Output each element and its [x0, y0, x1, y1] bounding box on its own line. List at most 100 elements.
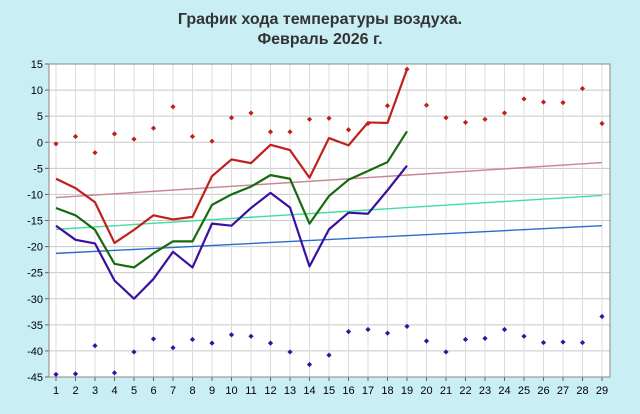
scatter-point	[384, 103, 391, 109]
series-line-1	[55, 130, 408, 269]
x-tick-label: 4	[111, 385, 117, 397]
scatter-point	[111, 370, 118, 376]
scatter-point	[53, 141, 59, 147]
scatter-point	[482, 116, 488, 122]
scatter-point	[209, 340, 215, 346]
scatter-point	[579, 339, 586, 346]
x-tick-label: 21	[440, 385, 452, 397]
x-tick-label: 19	[401, 385, 413, 397]
series-line-0	[55, 68, 409, 245]
scatter-point	[345, 127, 352, 133]
scatter-point	[345, 329, 352, 335]
x-tick-label: 20	[420, 385, 432, 397]
y-tick-label: -5	[33, 163, 43, 175]
x-tick-label: 26	[537, 385, 549, 397]
x-tick-label: 12	[264, 385, 276, 397]
x-tick-label: 29	[596, 385, 608, 397]
x-tick-label: 27	[557, 385, 569, 397]
scatter-point	[170, 345, 176, 351]
x-tick-label: 11	[245, 385, 256, 397]
scatter-point	[267, 129, 274, 135]
axes	[45, 63, 611, 381]
scatter-point	[228, 115, 235, 121]
scatter-point	[579, 85, 586, 92]
trend-line-5	[55, 161, 603, 199]
y-tick-label: -45	[27, 372, 43, 384]
x-tick-label: 1	[53, 385, 59, 397]
scatter-point	[501, 326, 508, 333]
scatter-point	[92, 150, 98, 156]
scatter-point	[560, 100, 566, 106]
scatter-point	[384, 330, 391, 336]
x-tick-label: 16	[342, 385, 354, 397]
y-tick-label: -25	[27, 268, 43, 280]
scatter-point	[209, 138, 215, 144]
scatter-point	[404, 323, 410, 329]
y-tick-label: -15	[27, 216, 43, 228]
chart-title: График хода температуры воздуха.	[177, 11, 463, 28]
y-tick-label: -30	[27, 294, 43, 306]
y-tick-label: 0	[37, 137, 43, 149]
scatter-point	[150, 336, 157, 342]
trend-line-6	[55, 194, 603, 231]
scatter-point	[189, 133, 196, 140]
y-tick-label: 10	[31, 85, 43, 97]
scatter-point	[287, 349, 293, 355]
y-tick-label: -10	[27, 189, 43, 201]
y-tick-labels: 15 10 5 0 -5 -10 -15 -20 -25 -30 -35 -40 -45	[27, 59, 43, 384]
scatter-point	[306, 361, 313, 368]
x-tick-label: 8	[189, 385, 195, 397]
scatter-point	[462, 336, 469, 343]
x-tick-label: 17	[362, 385, 374, 397]
scatter-point	[72, 133, 79, 140]
scatter-point	[365, 326, 371, 333]
scatter-point	[326, 115, 332, 121]
scatter-point	[365, 120, 371, 127]
x-tick-label: 14	[303, 385, 315, 397]
scatter-point	[599, 313, 605, 320]
scatter-point	[404, 66, 410, 72]
scatter-point	[521, 333, 527, 339]
trend-line-7	[55, 225, 603, 255]
scatter-point	[423, 102, 430, 108]
x-tick-label: 2	[72, 385, 78, 397]
y-tick-label: -20	[27, 242, 43, 254]
scatter-point	[482, 335, 488, 341]
x-tick-labels: 1 2 3 4 5 6 7 8 9 10 11 12 13 14 15 16 17 18 19 20 21 22 23 24 2…	[53, 385, 608, 397]
x-tick-label: 13	[284, 385, 296, 397]
plot-frame	[48, 63, 611, 378]
scatter-point	[540, 339, 547, 346]
scatter-point	[248, 333, 254, 339]
y-tick-label: -40	[27, 346, 43, 358]
x-tick-label: 9	[209, 385, 215, 397]
x-tick-label: 10	[225, 385, 237, 397]
scatter-point	[131, 136, 137, 142]
scatter-point	[267, 340, 274, 346]
scatter-point	[228, 332, 235, 338]
y-tick-label: -35	[27, 320, 43, 332]
scatter-point	[92, 343, 98, 349]
scatter-point	[501, 110, 508, 116]
scatter-point	[111, 131, 118, 137]
scatter-point	[326, 352, 332, 358]
x-tick-label: 28	[576, 385, 588, 397]
series-line-2	[55, 165, 408, 300]
x-tick-label: 5	[131, 385, 137, 397]
x-tick-label: 15	[323, 385, 335, 397]
x-tick-label: 23	[479, 385, 491, 397]
scatter-point	[560, 339, 566, 345]
scatter-point	[131, 349, 137, 355]
y-tick-label: 15	[31, 59, 43, 71]
x-tick-label: 22	[459, 385, 471, 397]
scatter-point	[53, 371, 59, 377]
scatter-point	[150, 125, 157, 131]
scatter-point	[248, 110, 254, 116]
x-tick-label: 6	[150, 385, 156, 397]
x-tick-label: 24	[498, 385, 510, 397]
chart-title-block: График хода температуры воздуха. Февраль…	[0, 10, 640, 50]
scatter-point	[443, 115, 449, 121]
scatter-point	[462, 119, 469, 126]
x-tick-label: 18	[381, 385, 393, 397]
